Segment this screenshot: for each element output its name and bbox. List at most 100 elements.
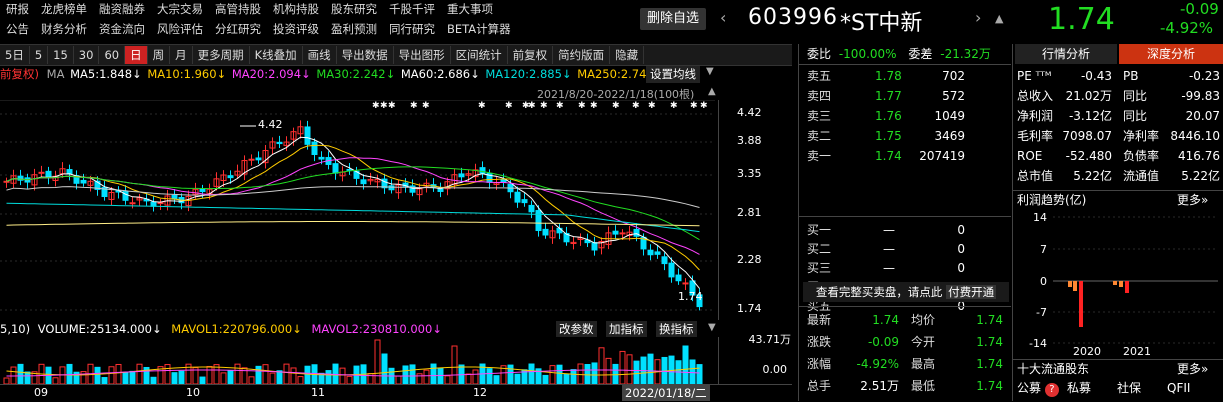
toolbar-button[interactable]: 周 <box>148 46 171 64</box>
toolbar-button[interactable]: 隐藏 <box>610 46 645 64</box>
trend-bar <box>1068 281 1072 287</box>
menu-item[interactable]: 融资融券 <box>99 2 145 16</box>
candle-body <box>199 188 206 193</box>
bell-icon[interactable]: ▲ <box>995 12 1004 25</box>
change-param-button[interactable]: 改参数 <box>556 321 597 337</box>
event-marker-icon: ✱ <box>670 101 678 111</box>
sell-row: 卖一 1.74 207419 <box>799 146 1011 166</box>
toolbar-button[interactable]: 简约版面 <box>553 46 611 64</box>
volume-bar <box>465 373 472 384</box>
sell-volume: 1049 <box>934 109 965 123</box>
header-price: 1.74 <box>1048 2 1115 37</box>
menu-item[interactable]: 公告 <box>6 22 29 36</box>
low-label: 1.74 <box>678 290 703 303</box>
volume-bar <box>276 370 283 384</box>
toolbar-button[interactable]: 5 <box>30 46 49 64</box>
add-indicator-button[interactable]: 加指标 <box>606 321 647 337</box>
toolbar-button[interactable]: 60 <box>99 46 126 64</box>
toolbar-button[interactable]: 画线 <box>303 46 337 64</box>
volume-chart[interactable] <box>0 337 715 384</box>
volume-value: VOLUME:25134.000↓ <box>37 322 162 336</box>
menu-item[interactable]: 资金流向 <box>99 22 145 36</box>
volume-bar <box>374 339 381 384</box>
candle-body <box>248 158 255 161</box>
toolbar-button[interactable]: 30 <box>74 46 100 64</box>
volume-bar <box>542 374 549 384</box>
holder-tab-qfii[interactable]: QFII <box>1167 381 1191 395</box>
holders-more-link[interactable]: 更多» <box>1177 362 1209 376</box>
volume-bar <box>122 371 129 384</box>
trend-axis-label: -7 <box>1036 306 1047 319</box>
menu-item[interactable]: 股东研究 <box>331 2 377 16</box>
toolbar-button[interactable]: 区间统计 <box>451 46 508 64</box>
order-notice-link[interactable]: 付费开通 <box>946 285 997 299</box>
trend-more-link[interactable]: 更多» <box>1177 193 1209 207</box>
ma-line <box>6 136 700 289</box>
order-notice[interactable]: 查看完整买卖盘，请点此 付费开通 <box>803 282 1009 302</box>
volume-bar <box>598 347 605 384</box>
volume-bar <box>346 375 353 384</box>
holder-tab-public[interactable]: 公募 ? <box>1017 379 1059 397</box>
vol-expand-icon[interactable]: ▼ <box>708 322 716 333</box>
volume-bar <box>409 364 416 384</box>
tab-deep-analysis[interactable]: 深度分析 <box>1119 44 1223 64</box>
x-tick-11: 11 <box>311 386 325 399</box>
toolbar-button[interactable]: 日 <box>125 46 148 64</box>
quote-value: 1.74 <box>976 357 1003 371</box>
toolbar-button[interactable]: 15 <box>48 46 74 64</box>
buy-row: 买一 — 0 <box>799 220 1011 240</box>
menu-item[interactable]: 研报 <box>6 2 29 16</box>
menu-item[interactable]: 盈利预测 <box>331 22 377 36</box>
next-stock-icon[interactable]: › <box>975 8 982 27</box>
volume-bar <box>507 364 514 384</box>
candle-body <box>234 170 241 176</box>
menu-item[interactable]: 千股千评 <box>389 2 435 16</box>
kline-chart[interactable]: ✱ ✱ ✱ ✱ ✱ ✱ ✱ ✱✱ ✱ ✱ ✱ ✱ ✱ ✱ ✱ ✱ ✱ ✱4.421.74 <box>0 100 715 320</box>
menu-item[interactable]: 重大事项 <box>447 2 493 16</box>
fin-label: 流通值 <box>1123 169 1160 183</box>
sell-row: 卖二 1.75 3469 <box>799 126 1011 146</box>
buy-price: — <box>883 223 895 237</box>
menu-item[interactable]: 分红研究 <box>215 22 261 36</box>
menu-item[interactable]: 风险评估 <box>157 22 203 36</box>
event-marker-icon: ✱ <box>372 101 380 111</box>
quote-label: 涨跌 <box>807 335 832 349</box>
menu-item[interactable]: 同行研究 <box>389 22 435 36</box>
prev-stock-icon[interactable]: ‹ <box>720 8 727 27</box>
candle-body <box>220 174 227 182</box>
menu-item[interactable]: BETA计算器 <box>447 22 511 36</box>
toolbar-button[interactable]: 导出图形 <box>394 46 451 64</box>
toolbar-button[interactable]: 5日 <box>0 46 30 64</box>
holder-tab-social[interactable]: 社保 <box>1117 381 1142 395</box>
toolbar-button[interactable]: 更多周期 <box>193 46 250 64</box>
trend-axis-label: 7 <box>1040 243 1047 256</box>
event-marker-icon: ✱ <box>528 101 536 111</box>
trend-bar <box>1079 281 1083 327</box>
wei-cha-value: -21.32万 <box>940 47 991 61</box>
switch-indicator-button[interactable]: 换指标 <box>656 321 697 337</box>
holder-tab-private[interactable]: 私募 <box>1067 381 1092 395</box>
toolbar-button[interactable]: 导出数据 <box>337 46 394 64</box>
toolbar-button[interactable]: 月 <box>170 46 193 64</box>
menu-item[interactable]: 机构持股 <box>273 2 319 16</box>
expand-icon[interactable]: ▼ <box>706 66 714 77</box>
high-label: 4.42 <box>258 118 283 131</box>
scroll-up-icon[interactable]: ▲ <box>708 86 716 97</box>
sell-price: 1.78 <box>875 69 902 83</box>
menu-item[interactable]: 投资评级 <box>273 22 319 36</box>
buy-label: 买一 <box>807 223 832 237</box>
candle-body <box>535 210 542 232</box>
tab-market-analysis[interactable]: 行情分析 <box>1015 44 1117 64</box>
set-ma-button[interactable]: 设置均线 <box>646 66 700 83</box>
remove-watch-button[interactable]: 删除自选 <box>640 8 706 30</box>
help-badge-icon[interactable]: ? <box>1044 383 1059 397</box>
quote-row: 涨跌 -0.09 今开 1.74 <box>799 332 1011 352</box>
menu-item[interactable]: 大宗交易 <box>157 2 203 16</box>
menu-item[interactable]: 龙虎榜单 <box>41 2 87 16</box>
menu-item[interactable]: 高管持股 <box>215 2 261 16</box>
menu-item[interactable]: 财务分析 <box>41 22 87 36</box>
toolbar-button[interactable]: 前复权 <box>508 46 554 64</box>
sell-row: 卖四 1.77 572 <box>799 86 1011 106</box>
toolbar-button[interactable]: K线叠加 <box>250 46 303 64</box>
sell-row: 卖五 1.78 702 <box>799 66 1011 86</box>
